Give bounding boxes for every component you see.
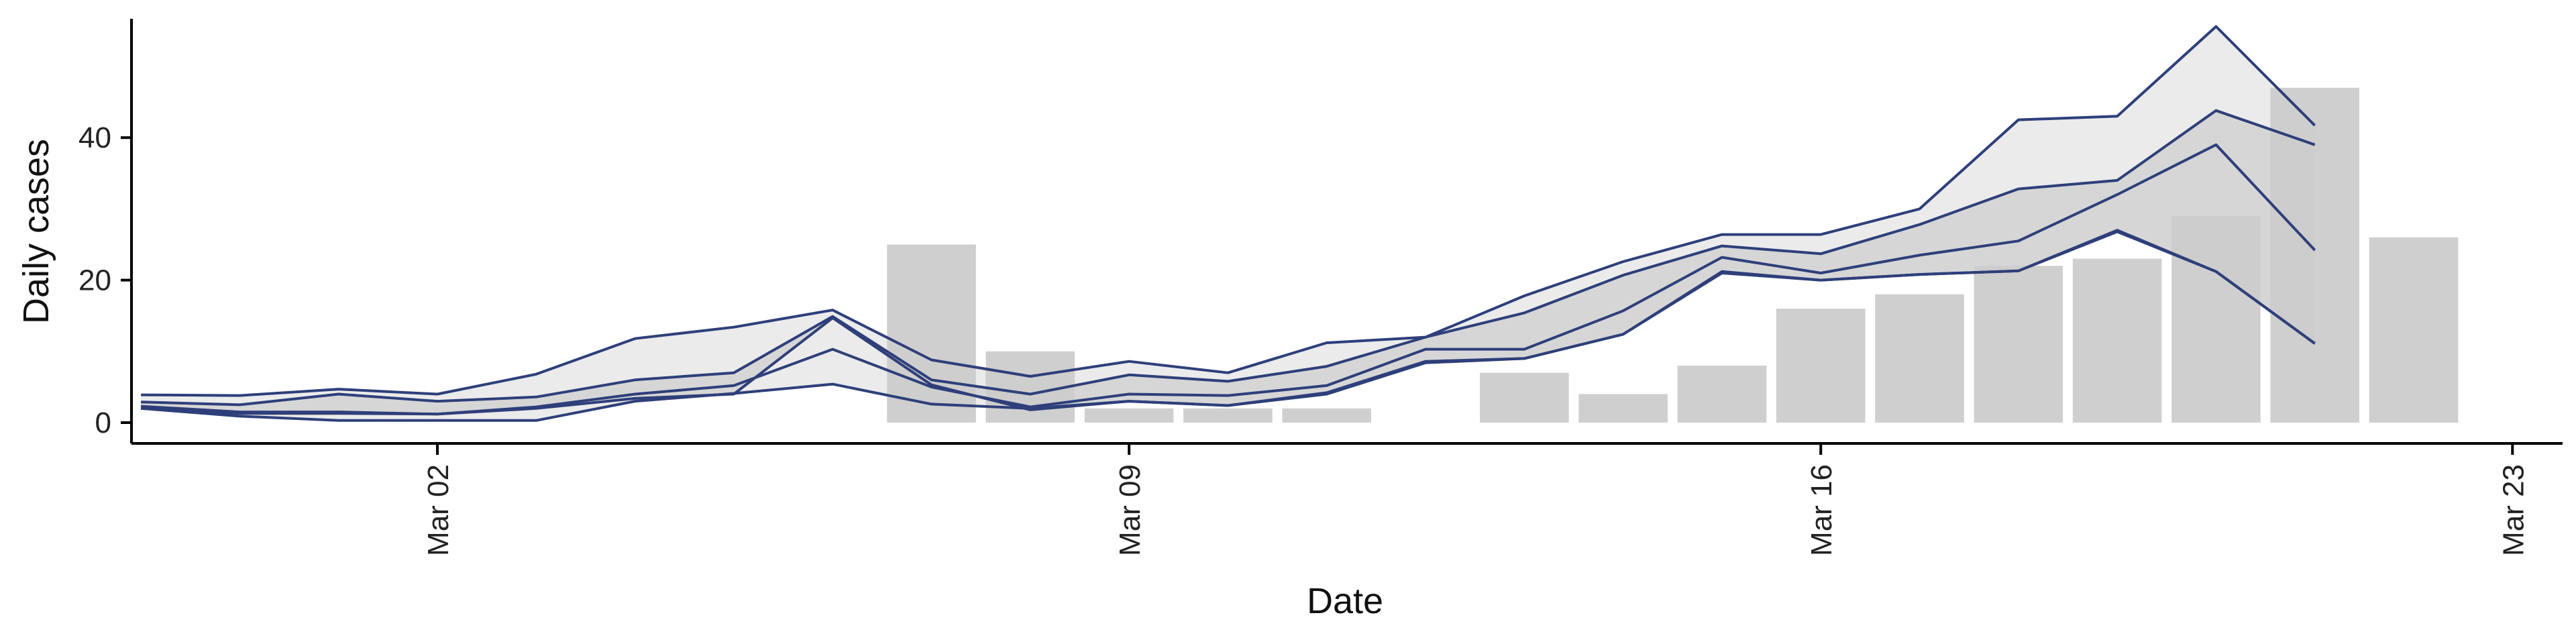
x-tick-label-3: Mar 23 <box>2497 464 2530 556</box>
y-tick-label-40: 40 <box>78 121 111 154</box>
bars-layer <box>887 87 2459 423</box>
x-tick-label-2: Mar 16 <box>1805 464 1838 556</box>
bar-2020-03-22 <box>2369 237 2459 423</box>
bar-2020-03-10 <box>1183 408 1273 423</box>
x-tick-label-1: Mar 09 <box>1114 464 1146 556</box>
bar-2020-03-11 <box>1282 408 1371 423</box>
bar-2020-03-19 <box>2072 258 2162 423</box>
axes <box>130 19 2563 445</box>
line-lower-outer <box>140 230 2316 422</box>
x-axis-label: Date <box>1307 581 1383 621</box>
bar-2020-03-18 <box>1974 266 2063 423</box>
bar-2020-03-13 <box>1480 372 1569 423</box>
bar-2020-03-16 <box>1776 309 1866 423</box>
line-upper-outer <box>141 25 2316 397</box>
bar-2020-03-09 <box>1084 408 1174 423</box>
bar-2020-03-07 <box>887 244 976 423</box>
bar-2020-03-21 <box>2270 87 2359 423</box>
y-ticks: 0 20 40 <box>78 121 131 439</box>
y-tick-label-20: 20 <box>78 264 111 297</box>
x-tick-label-0: Mar 02 <box>422 464 455 556</box>
y-axis-label: Daily cases <box>16 139 56 324</box>
x-ticks: Mar 02 Mar 09 Mar 16 Mar 23 <box>422 443 2530 556</box>
estimate-lines <box>140 25 2316 422</box>
band-outer <box>141 26 2315 421</box>
bar-2020-03-20 <box>2171 216 2261 423</box>
bar-2020-03-14 <box>1578 394 1668 423</box>
line-upper-inner <box>141 109 2316 407</box>
bar-2020-03-17 <box>1875 294 1964 423</box>
y-tick-label-0: 0 <box>95 407 111 439</box>
bar-2020-03-15 <box>1677 366 1767 423</box>
